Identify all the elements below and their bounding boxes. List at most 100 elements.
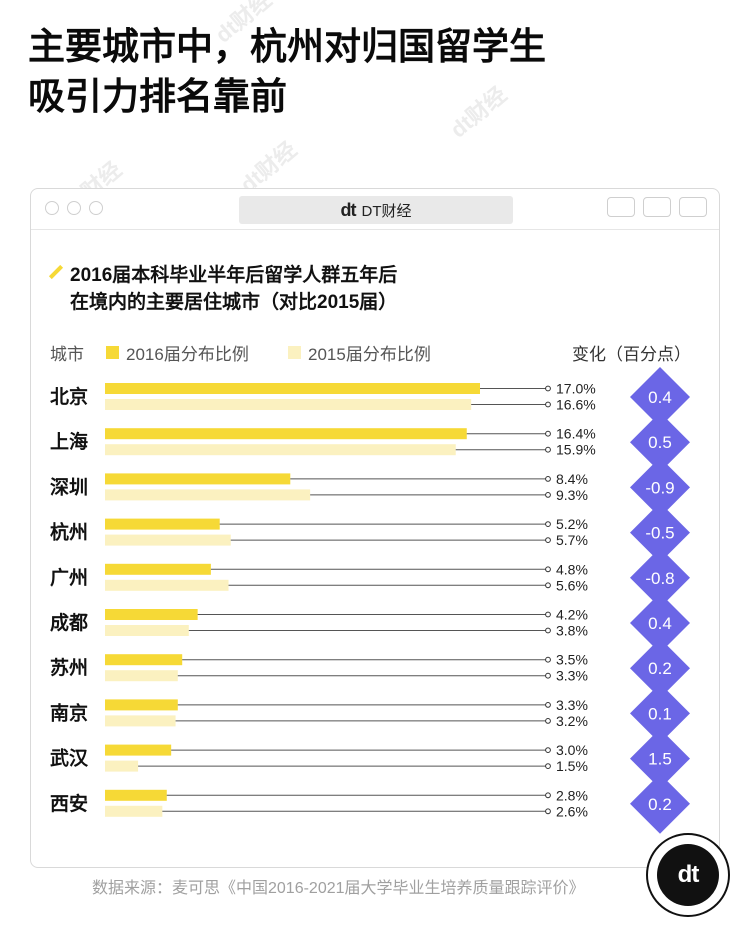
value-label-2015: 2.6% bbox=[556, 803, 588, 819]
category-label: 杭州 bbox=[50, 521, 88, 544]
bar-2015 bbox=[105, 625, 189, 636]
window-titlebar: dt DT财经 bbox=[31, 189, 719, 230]
category-label: 北京 bbox=[50, 385, 88, 408]
dt-brand-logo: dt bbox=[646, 833, 730, 917]
legend-label-2015: 2015届分布比例 bbox=[308, 345, 431, 364]
leader-dot bbox=[545, 430, 551, 437]
value-label-2015: 5.6% bbox=[556, 577, 588, 593]
bar-2015 bbox=[105, 715, 176, 727]
chart-title-line-2: 在境内的主要居住城市（对比2015届） bbox=[70, 292, 398, 313]
bar-2016 bbox=[105, 518, 220, 530]
value-label-2016: 4.8% bbox=[556, 561, 588, 577]
leader-dot bbox=[545, 672, 551, 679]
category-header: 城市 bbox=[50, 345, 84, 364]
bar-2015 bbox=[105, 579, 229, 591]
value-label-2016: 17.0% bbox=[556, 381, 596, 397]
bar-2015 bbox=[105, 444, 456, 456]
value-label-2015: 3.2% bbox=[556, 713, 588, 729]
bar-2016 bbox=[105, 789, 167, 801]
value-label-2016: 3.5% bbox=[556, 652, 588, 668]
category-label: 南京 bbox=[50, 701, 88, 724]
leader-dot bbox=[545, 702, 551, 708]
change-value-label: -0.5 bbox=[645, 524, 674, 543]
bar-2015 bbox=[105, 760, 139, 772]
change-diamond bbox=[630, 773, 690, 834]
category-label: 深圳 bbox=[50, 475, 88, 498]
value-label-2016: 16.4% bbox=[556, 426, 596, 442]
change-diamond bbox=[630, 367, 690, 427]
leader-dot bbox=[545, 537, 551, 543]
category-label: 西安 bbox=[50, 792, 88, 815]
category-label: 苏州 bbox=[50, 656, 88, 679]
value-label-2016: 8.4% bbox=[556, 471, 588, 487]
category-label: 成都 bbox=[50, 611, 88, 634]
leader-dot bbox=[545, 582, 551, 589]
record-icon[interactable] bbox=[607, 197, 635, 217]
value-label-2016: 2.8% bbox=[556, 787, 588, 803]
bar-2015 bbox=[105, 805, 163, 817]
leader-dot bbox=[545, 492, 551, 498]
dt-brand-logo-icon: dt bbox=[657, 844, 719, 906]
leader-dot bbox=[545, 476, 551, 482]
bar-2016 bbox=[105, 383, 480, 394]
leader-dot bbox=[545, 566, 551, 573]
change-value-label: 0.1 bbox=[648, 704, 672, 723]
bar-2016 bbox=[105, 609, 198, 620]
close-window-icon[interactable] bbox=[45, 201, 59, 215]
category-label: 上海 bbox=[50, 430, 88, 453]
bar-2016 bbox=[105, 428, 467, 440]
bar-2015 bbox=[105, 670, 178, 682]
category-label: 广州 bbox=[50, 566, 88, 589]
value-label-2015: 3.8% bbox=[556, 623, 588, 639]
change-value-label: -0.9 bbox=[645, 478, 674, 497]
bar-2015 bbox=[105, 534, 231, 546]
page-headline: 主要城市中，杭州对归国留学生 吸引力排名靠前 bbox=[28, 22, 546, 122]
change-diamond bbox=[630, 412, 690, 473]
leader-dot bbox=[545, 385, 551, 392]
chart-legend: 城市 2016届分布比例 2015届分布比例 变化（百分点） bbox=[0, 336, 750, 366]
leader-dot bbox=[545, 718, 551, 724]
leader-dot bbox=[545, 808, 551, 815]
leader-dot bbox=[545, 401, 551, 408]
chart-title-line-1: 2016届本科毕业半年后留学人群五年后 bbox=[70, 265, 398, 286]
leader-dot bbox=[545, 521, 551, 527]
tab-title: DT财经 bbox=[361, 202, 412, 220]
change-header: 变化（百分点） bbox=[572, 345, 691, 364]
bar-2016 bbox=[105, 473, 291, 485]
share-icon[interactable] bbox=[643, 197, 671, 217]
change-diamond bbox=[630, 638, 690, 699]
change-diamond bbox=[630, 728, 690, 789]
change-value-label: 0.4 bbox=[648, 614, 672, 633]
change-diamond bbox=[630, 457, 690, 518]
value-label-2015: 5.7% bbox=[556, 532, 588, 548]
change-value-label: -0.8 bbox=[645, 569, 674, 588]
value-label-2015: 1.5% bbox=[556, 758, 588, 774]
legend-swatch-2015 bbox=[288, 346, 301, 359]
dt-logo-icon: dt bbox=[340, 199, 357, 220]
bar-2016 bbox=[105, 699, 178, 711]
value-label-2015: 16.6% bbox=[556, 397, 596, 413]
leader-dot bbox=[545, 763, 551, 769]
change-value-label: 0.2 bbox=[648, 795, 672, 814]
address-tab[interactable]: dt DT财经 bbox=[239, 196, 513, 224]
maximize-window-icon[interactable] bbox=[89, 201, 103, 215]
legend-label-2016: 2016届分布比例 bbox=[126, 345, 249, 364]
bar-2015 bbox=[105, 399, 472, 410]
bar-2016 bbox=[105, 563, 211, 575]
leader-dot bbox=[545, 747, 551, 753]
bar-2016 bbox=[105, 744, 172, 756]
change-diamond bbox=[630, 547, 690, 608]
leader-dot bbox=[545, 446, 551, 453]
value-label-2015: 15.9% bbox=[556, 442, 596, 458]
category-label: 武汉 bbox=[50, 748, 89, 770]
bar-2016 bbox=[105, 654, 183, 666]
minimize-window-icon[interactable] bbox=[67, 201, 81, 215]
value-label-2016: 4.2% bbox=[556, 607, 588, 623]
value-label-2016: 5.2% bbox=[556, 516, 588, 532]
window-icon[interactable] bbox=[679, 197, 707, 217]
leader-dot bbox=[545, 656, 551, 663]
leader-dot bbox=[545, 792, 551, 799]
change-value-label: 0.5 bbox=[648, 433, 672, 452]
change-value-label: 1.5 bbox=[648, 750, 672, 769]
